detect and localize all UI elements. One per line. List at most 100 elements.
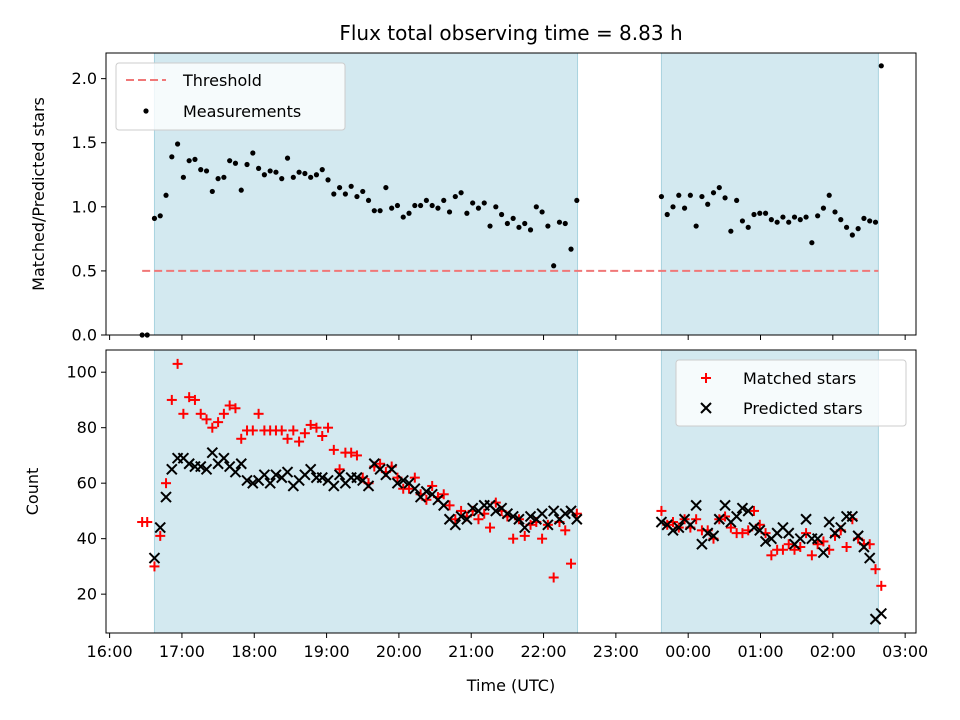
measurement-point xyxy=(533,204,539,210)
measurement-point xyxy=(745,224,751,230)
matched-star-point xyxy=(737,528,748,539)
matched-star-point xyxy=(328,444,339,455)
predicted-star-point xyxy=(154,521,166,534)
measurement-point xyxy=(232,160,239,166)
measurement-point xyxy=(215,176,221,182)
measurement-point xyxy=(658,193,665,200)
predicted-star-point xyxy=(823,516,835,528)
matched-star-point xyxy=(876,580,887,591)
measurement-point xyxy=(296,169,302,175)
predicted-star-point xyxy=(565,505,577,517)
x-tick-label: 01:00 xyxy=(737,642,783,661)
matched-stars-legend-swatch xyxy=(701,373,711,383)
matched-star-point xyxy=(218,408,229,419)
matched-star-point xyxy=(560,525,571,536)
measurement-point xyxy=(151,215,158,221)
matched-star-point xyxy=(566,558,577,569)
y-tick-label: 80 xyxy=(77,418,97,437)
matched-star-point xyxy=(155,530,166,541)
measurement-point xyxy=(676,192,682,198)
matched-star-point xyxy=(161,478,172,489)
measurement-point xyxy=(475,205,482,211)
predicted-star-point xyxy=(542,519,554,531)
predicted-star-point xyxy=(183,458,195,470)
matched-star-point xyxy=(456,505,467,516)
matched-star-point xyxy=(172,358,183,369)
bottom-legend: Matched stars Predicted stars xyxy=(675,359,907,427)
measurement-point xyxy=(487,223,493,229)
predicted-star-point xyxy=(455,510,467,523)
matched-star-point xyxy=(508,533,519,544)
measurement-point xyxy=(203,168,210,174)
predicted-star-point xyxy=(409,483,421,495)
measurement-point xyxy=(279,176,285,182)
measurements-legend-label: Measurements xyxy=(183,102,301,121)
bottom-panel: 20 40 60 80 100 16:00 17:00 18:00 19:00 20:00 21:… xyxy=(23,349,928,695)
matched-star-point xyxy=(142,517,153,528)
measurement-point xyxy=(872,219,879,225)
matched-star-point xyxy=(783,539,794,550)
measurement-point xyxy=(192,156,198,162)
measurement-point xyxy=(470,200,476,206)
matched-star-point xyxy=(346,447,357,458)
measurement-point xyxy=(681,205,688,211)
predicted-star-point xyxy=(875,607,887,620)
measurement-point xyxy=(261,172,267,178)
measurement-point xyxy=(562,220,568,227)
measurement-point xyxy=(429,202,435,209)
x-tick-label: 19:00 xyxy=(304,642,350,661)
matched-star-point xyxy=(725,522,736,533)
y-tick-label: 100 xyxy=(66,363,97,382)
measurement-point xyxy=(803,214,809,220)
measurement-point xyxy=(452,193,458,200)
measurement-point xyxy=(838,217,844,223)
measurement-point xyxy=(757,210,763,216)
predicted-star-point xyxy=(748,521,760,534)
predicted-star-point xyxy=(536,507,548,520)
predicted-star-point xyxy=(690,499,702,512)
measurement-point xyxy=(516,224,522,230)
predicted-star-point xyxy=(811,532,824,545)
predicted-star-point xyxy=(304,463,317,476)
measurement-point xyxy=(861,215,867,221)
predicted-star-point xyxy=(736,502,749,514)
top-panel: 0.0 0.5 1.0 1.5 2.0 Flux total observing tim… xyxy=(29,21,917,345)
matched-star-point xyxy=(404,483,415,494)
predicted-star-point xyxy=(719,499,731,512)
matched-star-point xyxy=(777,544,788,555)
measurement-point xyxy=(348,183,354,189)
measurement-point xyxy=(180,174,186,180)
measurement-point xyxy=(545,223,551,229)
chart-title: Flux total observing time = 8.83 h xyxy=(339,21,682,45)
predicted-star-point xyxy=(696,538,708,550)
y-tick-label: 60 xyxy=(77,474,97,493)
measurement-point xyxy=(284,155,291,161)
predicted-star-point xyxy=(316,471,328,484)
measurement-point xyxy=(325,177,331,183)
measurement-point xyxy=(809,240,815,246)
measurement-point xyxy=(313,172,320,178)
matched-star-point xyxy=(801,528,812,539)
measurement-point xyxy=(446,209,453,215)
matched-star-point xyxy=(789,544,800,555)
predicted-star-point xyxy=(800,513,812,525)
predicted-star-point xyxy=(490,505,502,517)
measurement-point xyxy=(815,213,821,219)
matched-star-point xyxy=(812,539,823,550)
predicted-star-point xyxy=(783,527,795,539)
y-tick-label: 1.5 xyxy=(72,133,97,152)
matched-star-point xyxy=(841,541,852,552)
predicted-star-point xyxy=(218,452,230,464)
matched-star-point xyxy=(247,425,258,436)
measurement-point xyxy=(699,193,705,200)
measurement-point xyxy=(797,217,803,223)
x-tick-label: 00:00 xyxy=(665,642,711,661)
predicted-star-point xyxy=(449,519,462,531)
measurement-point xyxy=(722,195,728,201)
measurement-point xyxy=(157,213,163,219)
y-tick-label: 40 xyxy=(77,529,97,548)
bottom-y-axis-label: Count xyxy=(23,468,42,516)
predicted-star-point xyxy=(166,463,178,476)
predicted-star-point xyxy=(684,519,697,531)
